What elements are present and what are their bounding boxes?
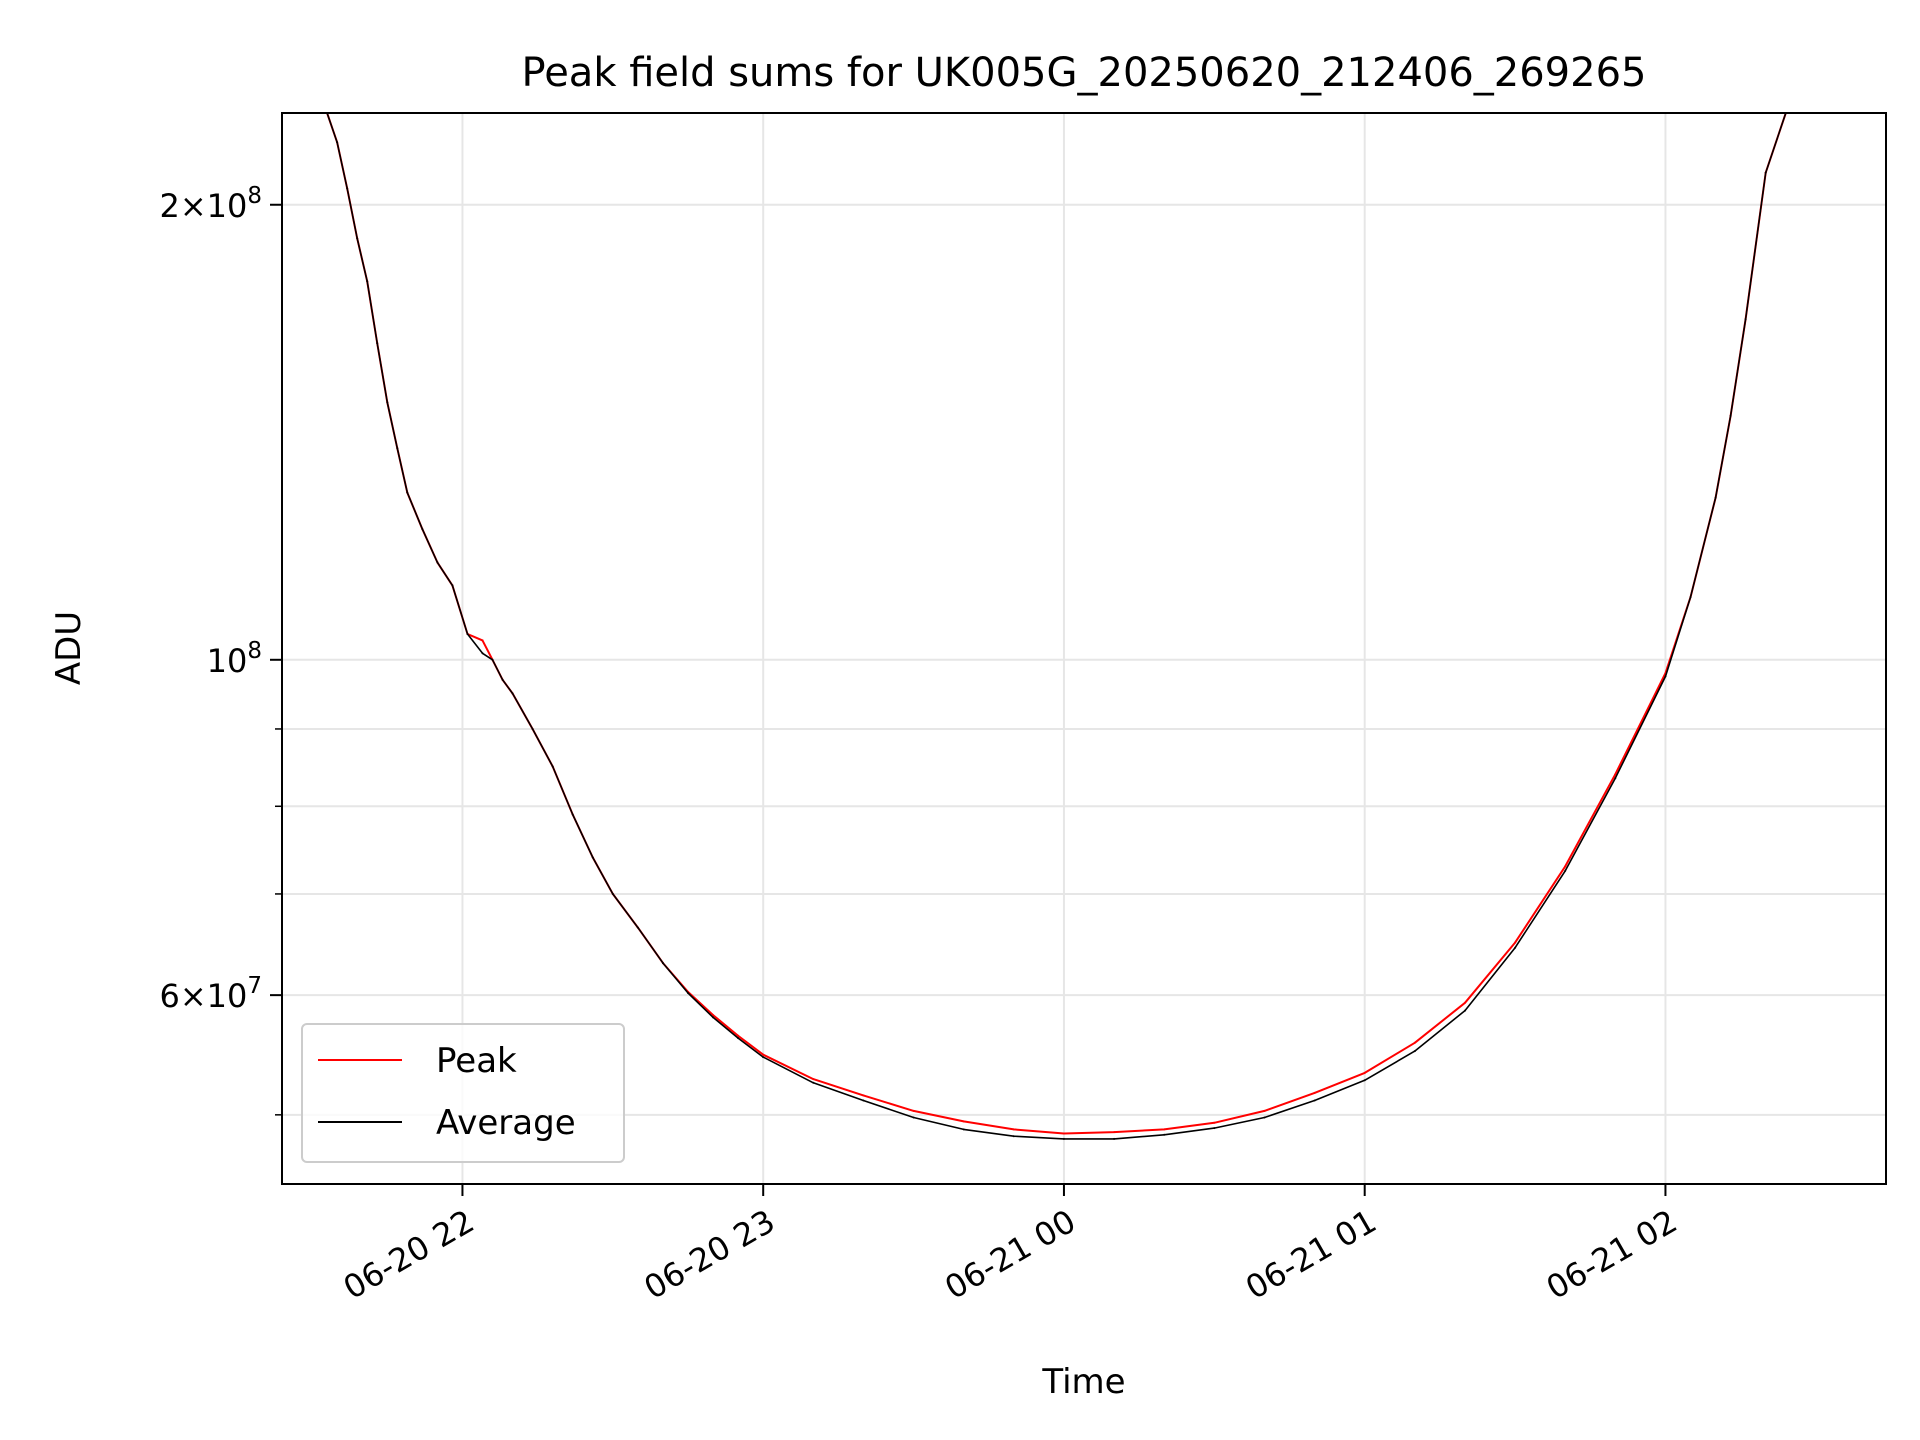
y-tick-label-base: 6 (159, 977, 179, 1015)
data-point-average (611, 892, 614, 895)
data-point-average (396, 447, 399, 450)
x-axis-label: Time (1041, 1362, 1125, 1402)
data-point-average (366, 280, 369, 283)
data-point-average (912, 1116, 915, 1119)
data-point-average (346, 187, 349, 190)
data-point-peak (1363, 1071, 1366, 1074)
data-point-average (1744, 318, 1747, 321)
data-point-average (376, 342, 379, 345)
data-point-average (862, 1099, 865, 1102)
data-point-peak (1213, 1121, 1216, 1124)
data-point-average (336, 141, 339, 144)
data-point-peak (862, 1094, 865, 1097)
data-point-average (531, 728, 534, 730)
y-axis-label: ADU (49, 611, 89, 685)
legend: Peak Average (301, 1023, 625, 1163)
data-point-peak (1113, 1131, 1116, 1134)
data-point-peak (1614, 773, 1617, 776)
data-point-average (1614, 777, 1617, 780)
data-point-average (812, 1081, 815, 1084)
data-point-average (1363, 1079, 1366, 1082)
data-point-peak (1263, 1109, 1266, 1112)
data-point-average (1464, 1009, 1466, 1012)
data-point-peak (481, 639, 484, 642)
data-point-peak (1062, 1132, 1065, 1135)
y-tick-label: 6×107 (159, 973, 262, 1015)
data-point-average (1689, 596, 1692, 599)
data-point-average (466, 633, 469, 635)
data-point-average (511, 692, 514, 695)
data-point-peak (1012, 1128, 1015, 1131)
y-tick-label: 2×108 (159, 183, 262, 225)
data-point-average (501, 678, 504, 681)
data-point-average (406, 491, 409, 494)
y-tick-label-pow: 10 (207, 642, 248, 680)
y-tick-label-exp: 8 (247, 183, 262, 209)
data-point-average (451, 584, 454, 587)
data-point-average (421, 528, 424, 531)
data-point-average (1413, 1050, 1416, 1053)
data-point-average (762, 1056, 765, 1059)
y-tick-label-pow: 10 (207, 187, 248, 225)
data-point-average (356, 237, 359, 240)
legend-label-average: Average (436, 1103, 576, 1143)
data-point-average (491, 658, 494, 661)
y-tick-label-pow: 10 (207, 977, 248, 1015)
data-point-average (1313, 1099, 1316, 1102)
data-point-average (737, 1037, 740, 1040)
data-point-average (1012, 1135, 1015, 1138)
data-point-average (591, 856, 594, 859)
data-point-peak (962, 1120, 965, 1123)
data-point-average (1213, 1127, 1216, 1130)
data-point-peak (1514, 941, 1517, 944)
data-point-average (662, 962, 664, 965)
data-point-average (1764, 171, 1767, 174)
data-point-peak (1564, 865, 1567, 868)
data-point-average (1664, 675, 1667, 678)
y-tick-label-times: × (180, 187, 207, 225)
data-point-peak (1163, 1128, 1166, 1131)
data-point-peak (1413, 1041, 1416, 1044)
data-point-average (386, 401, 389, 404)
data-point-peak (737, 1034, 740, 1037)
y-tick-label-exp: 8 (247, 638, 262, 664)
y-tick-label-base: 2 (159, 187, 179, 225)
data-point-peak (1313, 1091, 1316, 1094)
data-point-average (1564, 869, 1567, 872)
y-tick-label: 108 (207, 638, 262, 680)
data-point-average (1729, 414, 1732, 417)
data-point-peak (1464, 1001, 1466, 1004)
data-point-average (436, 561, 439, 564)
series-lines (281, 112, 1887, 1140)
data-point-average (687, 992, 689, 994)
data-point-average (1714, 496, 1717, 499)
series-line-average (282, 112, 1886, 1140)
data-point-peak (912, 1109, 915, 1112)
data-point-peak (762, 1053, 765, 1056)
legend-label-peak: Peak (436, 1041, 517, 1081)
data-point-average (571, 813, 574, 816)
chart-title: Peak field sums for UK005G_20250620_2124… (522, 50, 1647, 96)
data-point-average (551, 765, 554, 768)
data-point-average (1263, 1116, 1266, 1119)
plot-area-frame (281, 112, 1887, 1185)
data-point-average (1514, 946, 1517, 949)
grid-lines (282, 113, 1886, 1184)
y-tick-label-exp: 7 (247, 973, 262, 999)
data-point-average (636, 926, 639, 929)
data-point-average (712, 1016, 715, 1019)
y-tick-label-times: × (180, 977, 207, 1015)
data-point-peak (712, 1014, 715, 1017)
data-point-average (962, 1128, 965, 1131)
data-point-peak (812, 1078, 815, 1081)
data-point-average (481, 652, 484, 655)
legend-frame (301, 1023, 625, 1163)
data-point-average (1113, 1137, 1116, 1140)
data-point-average (1062, 1137, 1065, 1140)
data-point-average (1163, 1133, 1166, 1136)
